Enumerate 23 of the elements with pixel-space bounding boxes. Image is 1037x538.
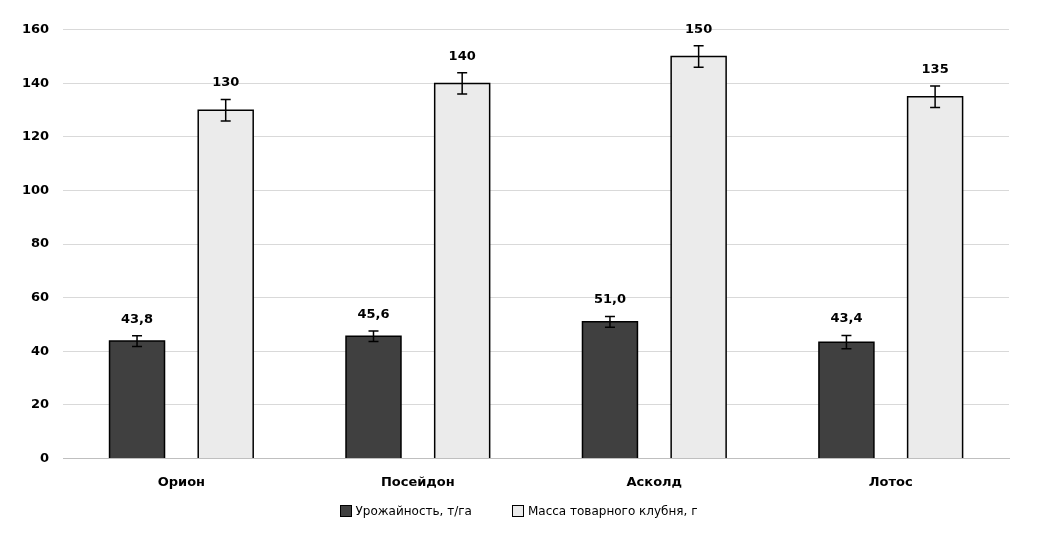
y-tick-label: 60 <box>31 289 50 305</box>
x-tick-label: Асколд <box>626 473 683 489</box>
data-label: 43,4 <box>830 310 863 326</box>
data-label: 45,6 <box>357 305 390 321</box>
y-tick-label: 20 <box>31 396 50 412</box>
data-label: 43,8 <box>120 310 154 326</box>
y-tick-label: 80 <box>31 235 50 251</box>
data-label: 140 <box>448 47 476 63</box>
data-label: 130 <box>212 74 240 90</box>
data-label: 51,0 <box>593 291 626 307</box>
legend-label: Урожайность, т/га <box>355 504 472 518</box>
y-tick-label: 0 <box>40 449 50 465</box>
y-tick-label: 140 <box>22 74 50 90</box>
x-tick-label: Орион <box>157 473 206 489</box>
x-tick-label: Посейдон <box>380 473 455 489</box>
data-label: 150 <box>685 20 713 36</box>
data-label: 135 <box>921 60 949 76</box>
legend-label: Масса товарного клубня, г <box>527 504 698 518</box>
y-tick-label: 40 <box>31 342 50 358</box>
y-tick-label: 100 <box>22 181 50 197</box>
y-tick-label: 120 <box>22 128 50 144</box>
y-tick-label: 160 <box>22 21 50 37</box>
x-tick-label: Лотос <box>868 473 913 489</box>
